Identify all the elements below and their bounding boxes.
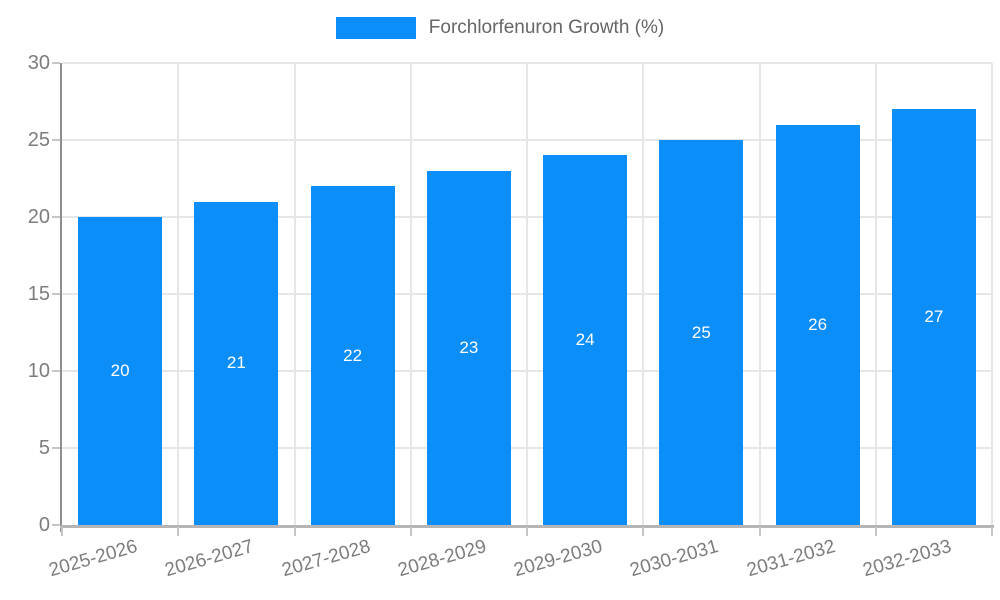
y-tick-label: 10: [27, 360, 50, 382]
bar-value-label: 21: [226, 353, 246, 373]
y-axis-tick: [52, 139, 60, 141]
y-axis-tick: [52, 216, 60, 218]
y-tick-label: 0: [38, 514, 50, 536]
bar-value-label: 26: [808, 314, 828, 334]
x-axis-tick: [61, 527, 63, 536]
gridline-vertical: [293, 63, 296, 525]
y-axis-tick: [52, 447, 60, 449]
x-axis-tick: [293, 527, 296, 536]
x-axis-tick: [758, 527, 761, 536]
bar-value-label: 20: [110, 361, 130, 380]
plot-area: 0 5 10 15 20 25 30 2025-2026 2026-2027 2027-2028 2…: [28, 52, 994, 581]
bar: 22: [310, 186, 395, 525]
y-tick-label: 15: [27, 283, 50, 305]
y-axis-tick: [52, 62, 60, 64]
x-axis-tick: [526, 527, 528, 536]
chart-legend[interactable]: Forchlorfenuron Growth (%): [0, 17, 1000, 39]
bar-value-label: 24: [575, 330, 595, 350]
bar-value-label: 23: [459, 337, 479, 357]
bar-value-label: 22: [343, 345, 363, 365]
bar: 21: [194, 201, 279, 525]
gridline-vertical: [642, 63, 645, 525]
x-axis-line: [60, 525, 994, 528]
bar: 26: [775, 124, 860, 525]
bar: 24: [543, 155, 628, 525]
x-axis-tick: [874, 527, 877, 536]
gridline-vertical: [874, 63, 877, 525]
y-tick-label: 25: [27, 129, 50, 151]
y-axis-line: [60, 63, 62, 532]
gridline-vertical: [758, 63, 761, 525]
bar: 25: [659, 140, 744, 525]
y-axis-tick: [52, 370, 60, 372]
bar: 20: [78, 217, 163, 525]
y-tick-label: 20: [27, 206, 50, 228]
legend-swatch-icon: [335, 17, 416, 39]
y-tick-label: 5: [38, 437, 50, 459]
gridline-vertical: [177, 63, 180, 525]
bar: 27: [891, 109, 976, 525]
gridline-vertical: [991, 63, 993, 525]
legend-label: Forchlorfenuron Growth (%): [428, 17, 665, 38]
x-axis-tick: [409, 527, 412, 536]
x-axis-tick: [177, 527, 180, 536]
y-tick-label: 30: [27, 52, 50, 74]
x-axis-tick: [642, 527, 645, 536]
x-axis-tick: [991, 527, 993, 536]
gridline-vertical: [526, 63, 528, 525]
bar: 23: [426, 170, 511, 525]
gridline-vertical: [409, 63, 412, 525]
bar-value-label: 25: [691, 322, 711, 342]
y-axis-tick: [52, 524, 60, 526]
bar-value-label: 27: [924, 307, 944, 327]
y-axis-tick: [52, 293, 60, 295]
